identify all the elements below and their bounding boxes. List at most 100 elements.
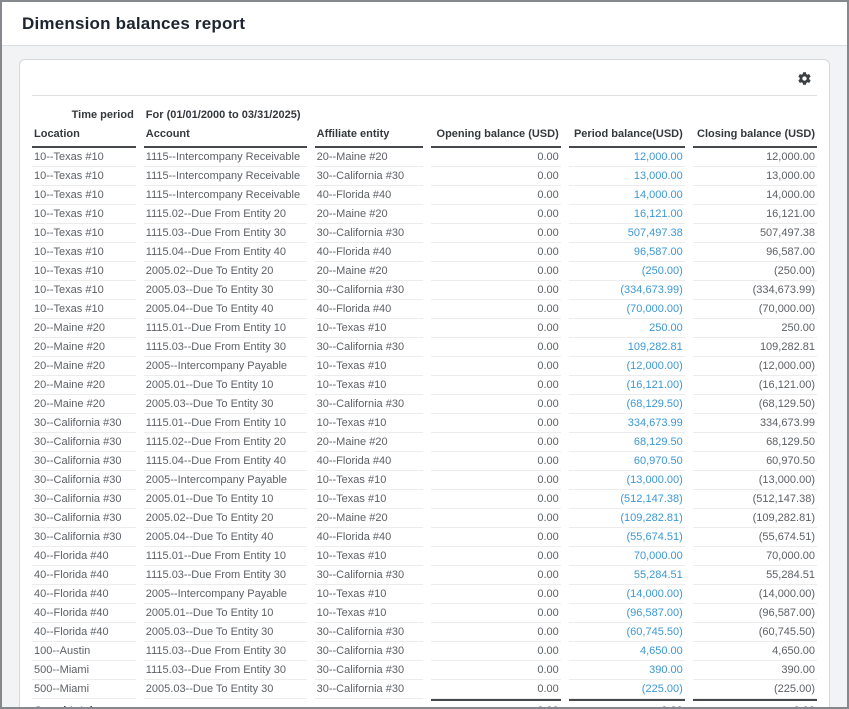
- cell-location: 10--Texas #10: [32, 300, 136, 319]
- cell-period-balance-link[interactable]: 14,000.00: [569, 186, 685, 205]
- cell-location: 100--Austin: [32, 642, 136, 661]
- time-period-row: Time period For (01/01/2000 to 03/31/202…: [32, 105, 817, 125]
- table-row: 30--California #30 2005.01--Due To Entit…: [32, 490, 817, 509]
- cell-location: 30--California #30: [32, 433, 136, 452]
- cell-location: 20--Maine #20: [32, 376, 136, 395]
- cell-period-balance-link[interactable]: 109,282.81: [569, 338, 685, 357]
- cell-closing-balance: 390.00: [693, 661, 817, 680]
- cell-period-balance-link[interactable]: (12,000.00): [569, 357, 685, 376]
- cell-period-balance-link[interactable]: 96,587.00: [569, 243, 685, 262]
- cell-closing-balance: (109,282.81): [693, 509, 817, 528]
- cell-location: 10--Texas #10: [32, 205, 136, 224]
- cell-closing-balance: (13,000.00): [693, 471, 817, 490]
- cell-period-balance-link[interactable]: 507,497.38: [569, 224, 685, 243]
- cell-location: 10--Texas #10: [32, 148, 136, 167]
- cell-closing-balance: 96,587.00: [693, 243, 817, 262]
- cell-closing-balance: (68,129.50): [693, 395, 817, 414]
- cell-period-balance-link[interactable]: 250.00: [569, 319, 685, 338]
- report-toolbar: [32, 60, 817, 96]
- table-row: 40--Florida #40 1115.01--Due From Entity…: [32, 547, 817, 566]
- cell-account: 1115.03--Due From Entity 30: [144, 566, 307, 585]
- cell-period-balance-link[interactable]: 4,650.00: [569, 642, 685, 661]
- cell-affiliate-entity: 20--Maine #20: [315, 433, 423, 452]
- cell-closing-balance: (96,587.00): [693, 604, 817, 623]
- cell-affiliate-entity: 30--California #30: [315, 680, 423, 699]
- cell-affiliate-entity: 30--California #30: [315, 224, 423, 243]
- cell-opening-balance: 0.00: [431, 642, 561, 661]
- cell-affiliate-entity: 10--Texas #10: [315, 585, 423, 604]
- cell-closing-balance: 4,650.00: [693, 642, 817, 661]
- cell-period-balance-link[interactable]: (13,000.00): [569, 471, 685, 490]
- table-row: 10--Texas #10 1115--Intercompany Receiva…: [32, 186, 817, 205]
- page-body: Time period For (01/01/2000 to 03/31/202…: [2, 46, 847, 709]
- cell-account: 2005.02--Due To Entity 20: [144, 509, 307, 528]
- cell-affiliate-entity: 20--Maine #20: [315, 509, 423, 528]
- cell-opening-balance: 0.00: [431, 148, 561, 167]
- cell-affiliate-entity: 10--Texas #10: [315, 547, 423, 566]
- table-row: 40--Florida #40 2005--Intercompany Payab…: [32, 585, 817, 604]
- settings-gear-button[interactable]: [796, 70, 813, 87]
- cell-period-balance-link[interactable]: 70,000.00: [569, 547, 685, 566]
- cell-period-balance-link[interactable]: 55,284.51: [569, 566, 685, 585]
- table-row: 10--Texas #10 2005.02--Due To Entity 20 …: [32, 262, 817, 281]
- cell-location: 40--Florida #40: [32, 604, 136, 623]
- cell-period-balance-link[interactable]: (96,587.00): [569, 604, 685, 623]
- cell-opening-balance: 0.00: [431, 566, 561, 585]
- cell-account: 2005.01--Due To Entity 10: [144, 376, 307, 395]
- cell-closing-balance: (12,000.00): [693, 357, 817, 376]
- table-row: 10--Texas #10 1115.04--Due From Entity 4…: [32, 243, 817, 262]
- column-header-closing-balance: Closing balance (USD): [693, 125, 817, 148]
- cell-account: 2005.01--Due To Entity 10: [144, 604, 307, 623]
- cell-affiliate-entity: 30--California #30: [315, 167, 423, 186]
- cell-period-balance-link[interactable]: (60,745.50): [569, 623, 685, 642]
- cell-opening-balance: 0.00: [431, 680, 561, 699]
- cell-period-balance-link[interactable]: 13,000.00: [569, 167, 685, 186]
- cell-location: 20--Maine #20: [32, 357, 136, 376]
- cell-period-balance-link[interactable]: 60,970.50: [569, 452, 685, 471]
- cell-affiliate-entity: 30--California #30: [315, 338, 423, 357]
- grand-total-label: Grand total: [32, 699, 136, 709]
- cell-closing-balance: 68,129.50: [693, 433, 817, 452]
- time-period-value: For (01/01/2000 to 03/31/2025): [144, 105, 817, 125]
- cell-period-balance-link[interactable]: 12,000.00: [569, 148, 685, 167]
- cell-period-balance-link[interactable]: (109,282.81): [569, 509, 685, 528]
- cell-closing-balance: 12,000.00: [693, 148, 817, 167]
- cell-period-balance-link[interactable]: (512,147.38): [569, 490, 685, 509]
- cell-closing-balance: 70,000.00: [693, 547, 817, 566]
- cell-location: 10--Texas #10: [32, 186, 136, 205]
- cell-period-balance-link[interactable]: (250.00): [569, 262, 685, 281]
- cell-closing-balance: 109,282.81: [693, 338, 817, 357]
- cell-location: 500--Miami: [32, 661, 136, 680]
- cell-period-balance-link[interactable]: 16,121.00: [569, 205, 685, 224]
- cell-period-balance-link[interactable]: 390.00: [569, 661, 685, 680]
- cell-account: 1115.02--Due From Entity 20: [144, 433, 307, 452]
- cell-closing-balance: (14,000.00): [693, 585, 817, 604]
- cell-period-balance-link[interactable]: (334,673.99): [569, 281, 685, 300]
- cell-period-balance-link[interactable]: (225.00): [569, 680, 685, 699]
- cell-affiliate-entity: 40--Florida #40: [315, 186, 423, 205]
- table-row: 30--California #30 2005.04--Due To Entit…: [32, 528, 817, 547]
- table-row: 10--Texas #10 1115--Intercompany Receiva…: [32, 148, 817, 167]
- cell-closing-balance: 334,673.99: [693, 414, 817, 433]
- cell-opening-balance: 0.00: [431, 528, 561, 547]
- cell-opening-balance: 0.00: [431, 243, 561, 262]
- cell-period-balance-link[interactable]: (68,129.50): [569, 395, 685, 414]
- cell-period-balance-link[interactable]: 68,129.50: [569, 433, 685, 452]
- cell-opening-balance: 0.00: [431, 547, 561, 566]
- cell-period-balance-link[interactable]: (14,000.00): [569, 585, 685, 604]
- column-header-location: Location: [32, 125, 136, 148]
- cell-location: 40--Florida #40: [32, 566, 136, 585]
- cell-period-balance-link[interactable]: 334,673.99: [569, 414, 685, 433]
- cell-account: 1115.04--Due From Entity 40: [144, 452, 307, 471]
- cell-account: 1115.03--Due From Entity 30: [144, 338, 307, 357]
- cell-opening-balance: 0.00: [431, 167, 561, 186]
- cell-period-balance-link[interactable]: (70,000.00): [569, 300, 685, 319]
- cell-affiliate-entity: 40--Florida #40: [315, 300, 423, 319]
- cell-period-balance-link[interactable]: (55,674.51): [569, 528, 685, 547]
- cell-affiliate-entity: 20--Maine #20: [315, 148, 423, 167]
- cell-opening-balance: 0.00: [431, 509, 561, 528]
- cell-period-balance-link[interactable]: (16,121.00): [569, 376, 685, 395]
- cell-affiliate-entity: 20--Maine #20: [315, 205, 423, 224]
- cell-opening-balance: 0.00: [431, 604, 561, 623]
- column-header-row: Location Account Affiliate entity Openin…: [32, 125, 817, 148]
